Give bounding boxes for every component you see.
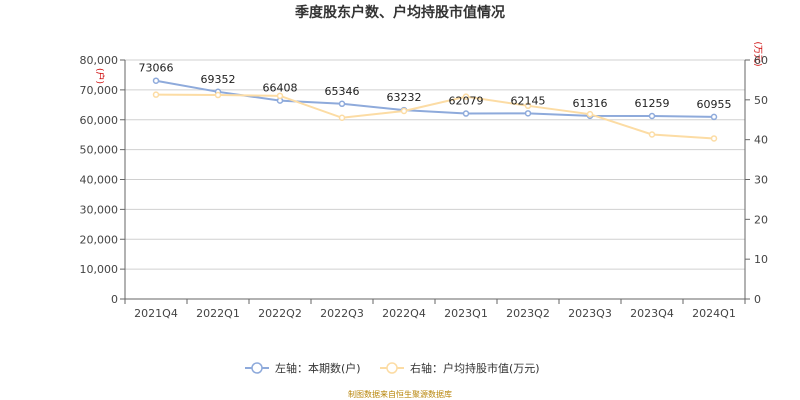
series-point-right (276, 92, 284, 100)
right-tick-label: 10 (754, 253, 768, 266)
legend-right-label: 右轴：户均持股市值(万元) (410, 361, 540, 375)
series-point-right (648, 131, 656, 138)
data-label: 73066 (139, 62, 174, 75)
series-point-left (462, 110, 470, 117)
data-label: 60955 (697, 98, 732, 111)
legend: 左轴：本期数(户) 右轴：户均持股市值(万元) (245, 361, 540, 375)
series-point-left (710, 113, 718, 121)
data-label: 69352 (201, 73, 236, 86)
x-tick-label: 2022Q4 (382, 307, 426, 320)
data-label: 63232 (387, 91, 422, 104)
series-line-right (155, 93, 715, 140)
right-tick-label: 50 (754, 94, 768, 107)
legend-left-label: 左轴：本期数(户) (275, 361, 361, 375)
right-axis-unit: (万元) (752, 41, 762, 66)
left-tick-label: 0 (111, 293, 118, 306)
series-point-right (462, 93, 470, 100)
axes: 0 10,000 20,000 30,000 40,000 50,000 60,000 70,… (80, 54, 769, 320)
left-tick-label: 20,000 (80, 233, 119, 246)
series-point-right (586, 110, 594, 118)
chart-title: 季度股东户数、户均持股市值情况 (294, 4, 505, 21)
series-point-right (400, 107, 408, 115)
right-tick-label: 60 (754, 54, 768, 67)
legend-left-marker (251, 362, 263, 374)
data-label: 61259 (635, 97, 670, 110)
left-axis-unit: (户) (94, 68, 106, 84)
left-tick-label: 40,000 (80, 174, 119, 187)
right-tick-label: 0 (754, 293, 761, 306)
series-point-right (524, 102, 532, 110)
x-tick-label: 2023Q3 (568, 307, 612, 320)
left-tick-label: 70,000 (80, 84, 119, 97)
data-labels: 73066 69352 66408 65346 63232 62079 62145 61316… (139, 62, 732, 111)
data-label: 65346 (325, 85, 360, 98)
left-tick-label: 30,000 (80, 203, 119, 216)
data-label: 62079 (449, 95, 484, 108)
series-point-right (152, 91, 160, 98)
x-tick-label: 2023Q1 (444, 307, 488, 320)
x-tick-label: 2024Q1 (692, 307, 736, 320)
series-point-left (338, 100, 346, 108)
left-tick-label: 60,000 (80, 114, 119, 127)
source-note: 制图数据来自恒生聚源数据库 (348, 389, 452, 399)
x-tick-label: 2021Q4 (134, 307, 178, 320)
data-label: 62145 (511, 94, 546, 107)
plot-series (152, 77, 718, 142)
grid-lines (125, 59, 745, 270)
series-line-left (155, 79, 715, 118)
data-label: 61316 (573, 97, 608, 110)
x-tick-label: 2023Q2 (506, 307, 550, 320)
right-tick-label: 40 (754, 134, 768, 147)
series-point-right (338, 114, 346, 122)
x-tick-label: 2022Q3 (320, 307, 364, 320)
x-tick-label: 2022Q1 (196, 307, 240, 320)
x-tick-label: 2022Q2 (258, 307, 302, 320)
series-point-left (524, 110, 532, 117)
right-tick-label: 30 (754, 174, 768, 187)
legend-right-marker (386, 362, 398, 374)
right-tick-label: 20 (754, 213, 768, 226)
series-point-right (214, 91, 222, 99)
series-point-right (710, 135, 718, 142)
data-label: 66408 (263, 82, 298, 95)
left-tick-label: 10,000 (80, 263, 119, 276)
left-tick-label: 80,000 (80, 54, 119, 67)
left-tick-label: 50,000 (80, 144, 119, 157)
series-point-left (152, 77, 160, 84)
x-tick-label: 2023Q4 (630, 307, 674, 320)
series-point-left (648, 112, 656, 120)
